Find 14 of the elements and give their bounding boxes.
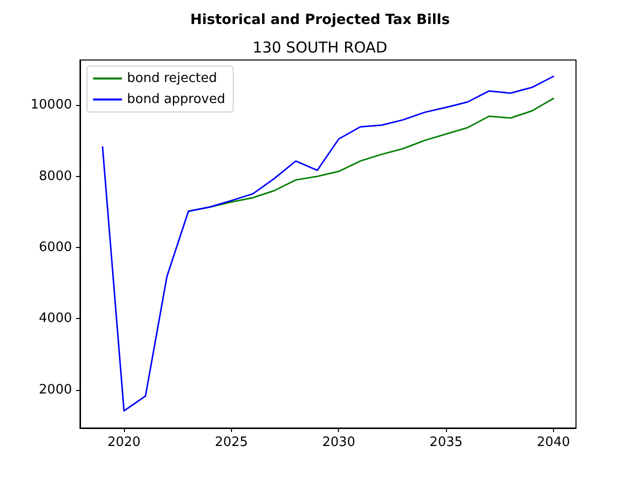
y-tick-label: 2000	[38, 382, 72, 398]
chart-title: Historical and Projected Tax Bills	[190, 12, 450, 28]
x-tick-label: 2040	[536, 435, 570, 450]
legend-label: bond rejected	[127, 71, 217, 86]
y-tick-label: 4000	[38, 311, 72, 326]
x-tick-label: 2025	[214, 435, 248, 450]
y-tick-label: 8000	[38, 168, 72, 184]
y-tick-label: 10000	[30, 98, 72, 113]
legend-label: bond approved	[127, 92, 226, 107]
x-tick-label: 2035	[430, 435, 463, 450]
x-tick-label: 2020	[107, 435, 141, 450]
y-tick-label: 6000	[38, 240, 72, 256]
chart-subtitle: 130 SOUTH ROAD	[252, 38, 388, 56]
x-tick-label: 2030	[322, 435, 356, 450]
